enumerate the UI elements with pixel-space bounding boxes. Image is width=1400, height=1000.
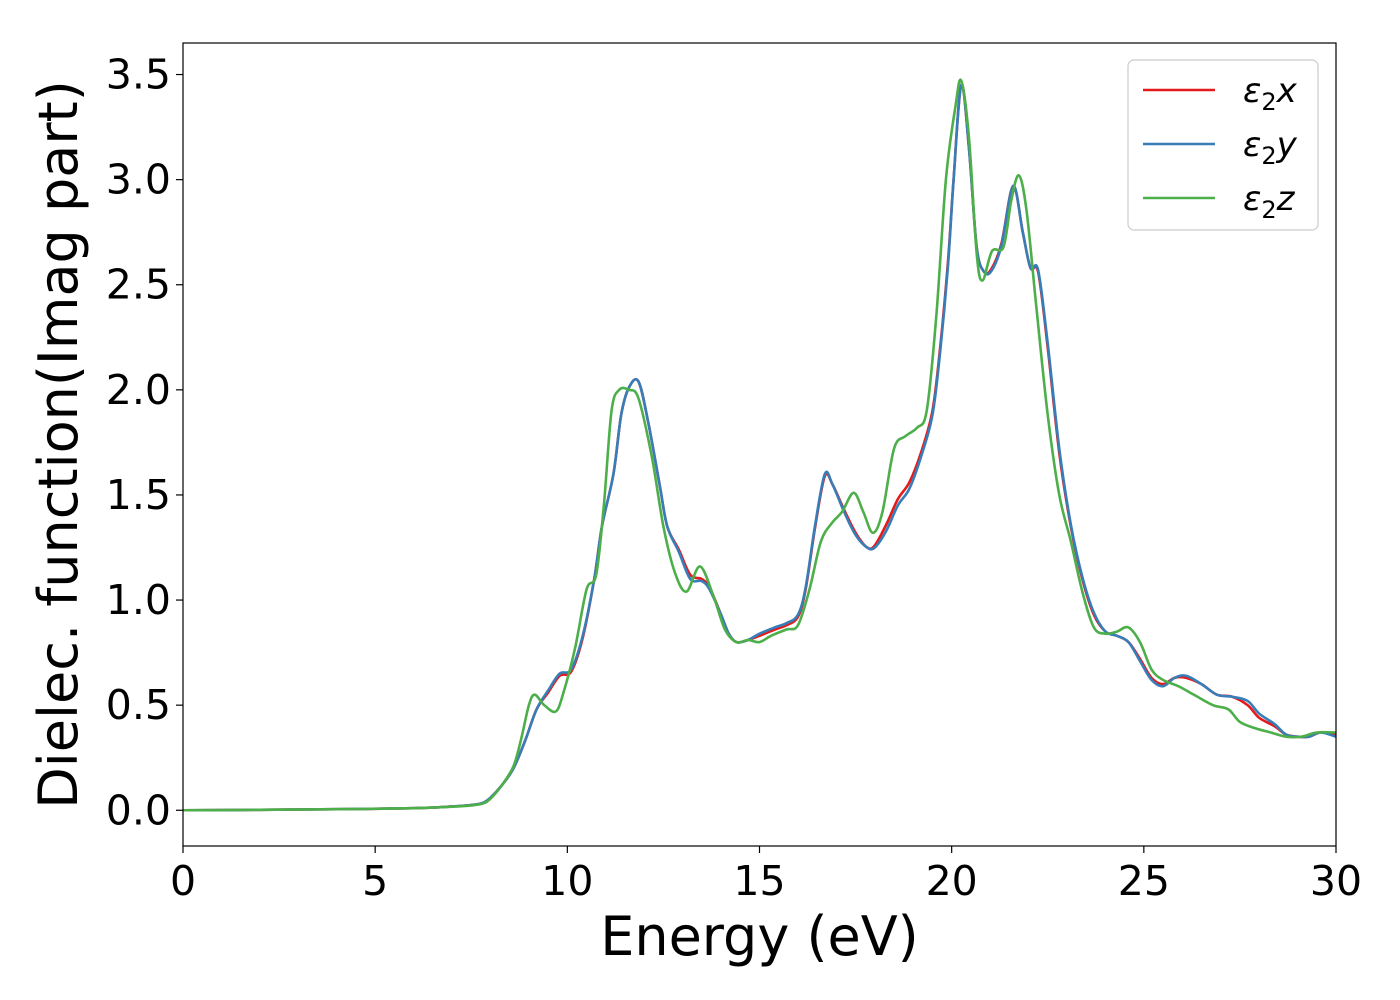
x-tick-label: 0 [170, 857, 196, 905]
legend-symbol: ε [1243, 71, 1261, 111]
legend-entry: ε2x [1143, 71, 1298, 116]
legend-label: ε2z [1243, 179, 1296, 224]
legend-symbol: ε [1243, 125, 1261, 165]
legend-entry: ε2z [1143, 179, 1296, 224]
legend-label: ε2y [1243, 125, 1298, 170]
y-tick-label: 0.5 [106, 681, 171, 729]
y-axis-title: Dielec. function(Imag part) [27, 80, 90, 809]
y-tick-label: 1.0 [106, 576, 171, 624]
legend-subscript: 2 [1261, 196, 1276, 224]
legend-box [1127, 59, 1319, 231]
series-line-y [183, 83, 1336, 812]
x-tick-label: 20 [926, 857, 978, 905]
y-tick-label: 0.0 [106, 786, 171, 834]
y-tick-label: 2.0 [106, 366, 171, 414]
x-tick-label: 25 [1118, 857, 1170, 905]
legend-axis: x [1276, 71, 1298, 111]
x-tick-label: 5 [362, 857, 388, 905]
y-axis-ticks: 0.0 0.5 1.0 1.5 2.0 2.5 3.0 3.5 [106, 51, 183, 834]
x-tick-label: 10 [541, 857, 593, 905]
x-axis-title: Energy (eV) [600, 905, 919, 968]
x-tick-label: 15 [733, 857, 785, 905]
x-axis-ticks: 0 5 10 15 20 25 30 [170, 846, 1362, 905]
legend-subscript: 2 [1261, 88, 1276, 116]
y-tick-label: 3.0 [106, 156, 171, 204]
legend-entry: ε2y [1143, 125, 1298, 170]
series-layer [183, 78, 1336, 812]
series-line-z [183, 78, 1336, 812]
y-tick-label: 3.5 [106, 51, 171, 99]
legend-symbol: ε [1243, 179, 1261, 219]
legend-axis: z [1276, 179, 1296, 219]
y-tick-label: 1.5 [106, 471, 171, 519]
legend-axis: y [1276, 125, 1298, 165]
legend-label: ε2x [1243, 71, 1298, 116]
y-tick-label: 2.5 [106, 261, 171, 309]
x-tick-label: 30 [1310, 857, 1362, 905]
legend-subscript: 2 [1261, 142, 1276, 170]
